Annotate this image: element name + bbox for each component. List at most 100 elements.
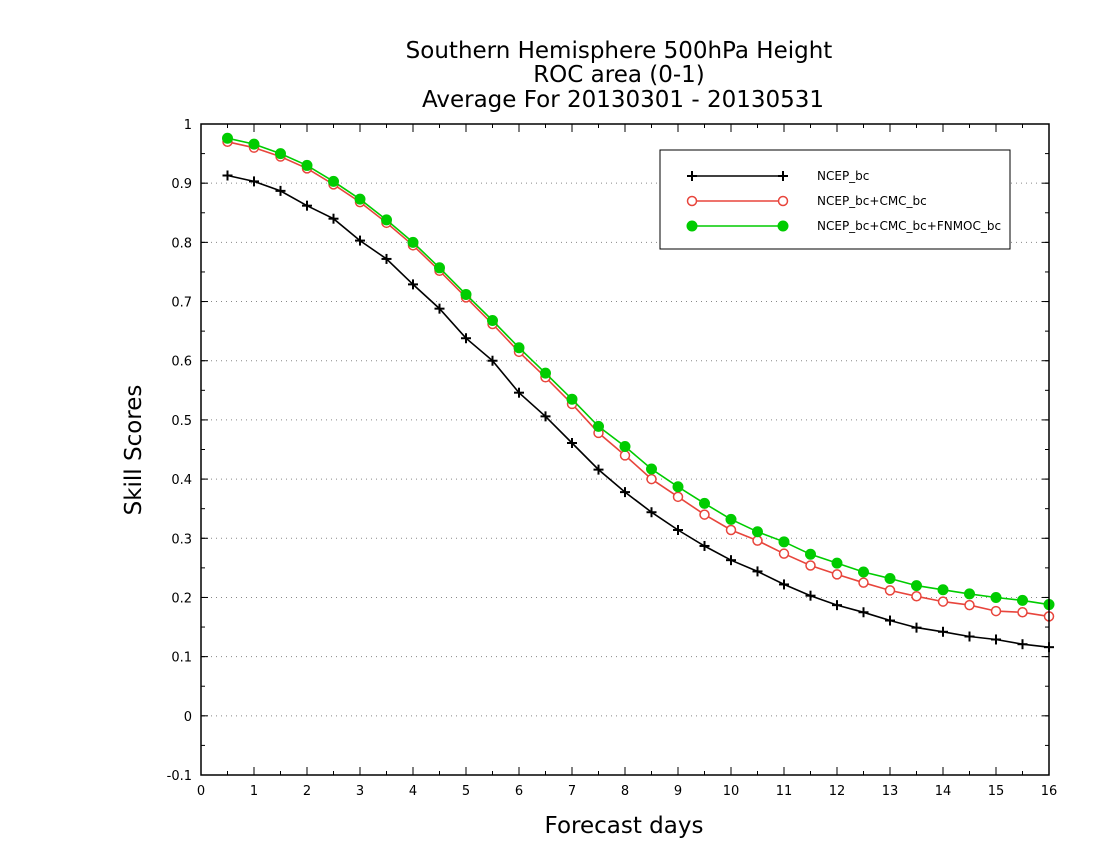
chart-title-line-1: Southern Hemisphere 500hPa Height: [406, 38, 833, 64]
data-point-plus: [779, 579, 789, 590]
data-point-filled-circle: [699, 497, 710, 509]
chart-title-line-3: Average For 20130301 - 20130531: [422, 87, 824, 113]
x-axis-label: Forecast days: [545, 813, 704, 839]
series-line: [227, 174, 1050, 648]
data-point-plus: [567, 437, 577, 448]
x-tick-label: 0: [197, 784, 205, 799]
series-1: [222, 170, 1054, 653]
data-point-plus: [673, 524, 683, 535]
x-tick-label: 11: [776, 784, 793, 799]
series: [222, 132, 1055, 653]
data-point-open-circle: [725, 524, 737, 536]
y-tick-label: 0: [184, 710, 192, 725]
data-point-open-circle: [990, 605, 1002, 617]
legend-entry: NCEP_bc+CMC_bc: [686, 194, 927, 208]
data-point-plus: [699, 540, 710, 551]
data-point-plus: [832, 600, 842, 611]
data-point-open-circle: [752, 535, 763, 546]
data-point-filled-circle: [831, 557, 843, 569]
data-point-filled-circle: [328, 175, 339, 187]
chart-title: Southern Hemisphere 500hPa Height ROC ar…: [406, 38, 833, 113]
data-point-open-circle: [778, 548, 790, 559]
series-3: [222, 132, 1055, 611]
data-point-filled-circle: [275, 148, 286, 160]
y-tick-label: 0.9: [171, 177, 192, 192]
data-point-open-circle: [646, 473, 657, 485]
data-point-plus: [434, 303, 445, 314]
legend-entry: NCEP_bc: [687, 169, 869, 183]
x-tick-label: 8: [621, 784, 629, 799]
x-tick-label: 14: [935, 784, 952, 799]
data-point-plus: [646, 507, 657, 518]
x-tick-label: 13: [882, 784, 899, 799]
y-tick-label: 0.2: [171, 591, 192, 606]
data-point-filled-circle: [778, 536, 790, 548]
legend-box: [659, 149, 1011, 250]
y-tick-label: -0.1: [167, 769, 192, 784]
data-point-filled-circle: [354, 193, 366, 205]
data-point-filled-circle: [911, 580, 922, 592]
x-tick-label: 4: [409, 784, 417, 799]
y-tick-label: 0.5: [171, 414, 192, 429]
x-tick-label: 10: [723, 784, 740, 799]
x-tick-label: 12: [829, 784, 846, 799]
data-point-open-circle: [911, 591, 922, 602]
data-point-filled-circle: [777, 220, 789, 232]
x-tick-label: 2: [303, 784, 311, 799]
data-point-plus: [885, 615, 895, 626]
data-point-filled-circle: [566, 393, 578, 405]
data-point-plus: [911, 622, 922, 633]
y-tick-label: 1: [184, 118, 192, 133]
data-point-filled-circle: [937, 584, 949, 596]
data-point-plus: [858, 607, 869, 618]
axes: -0.100.10.20.30.40.50.60.70.80.910 1 2 3 4 5 6…: [167, 118, 1058, 799]
x-tick-label: 16: [1041, 784, 1058, 799]
data-point-filled-circle: [805, 548, 816, 560]
data-point-filled-circle: [964, 588, 975, 600]
plot-frame: [200, 123, 1050, 776]
x-tick-label: 1: [250, 784, 258, 799]
data-point-filled-circle: [407, 236, 419, 248]
data-point-plus: [408, 279, 418, 290]
legend: NCEP_bc NCEP_bc+CMC_bc NCEP_bc+CMC_bc+FNMO…: [659, 149, 1011, 250]
y-tick-label: 0.6: [171, 355, 192, 370]
y-tick-label: 0.1: [171, 651, 192, 666]
data-point-open-circle: [858, 577, 869, 588]
data-point-plus: [593, 464, 604, 475]
y-axis-label: Skill Scores: [121, 385, 147, 516]
data-point-filled-circle: [1017, 594, 1028, 606]
data-point-filled-circle: [619, 441, 631, 453]
data-point-plus: [938, 626, 948, 637]
data-point-plus: [302, 200, 312, 211]
data-point-filled-circle: [540, 367, 551, 379]
data-point-open-circle: [884, 585, 896, 596]
data-point-filled-circle: [222, 132, 233, 144]
data-point-open-circle: [686, 195, 698, 207]
data-point-filled-circle: [686, 220, 698, 232]
x-tick-label: 6: [515, 784, 523, 799]
x-tick-label: 7: [568, 784, 576, 799]
y-tick-label: 0.7: [171, 296, 192, 311]
data-point-filled-circle: [381, 214, 392, 226]
data-point-plus: [222, 170, 233, 181]
data-point-open-circle: [1017, 607, 1028, 618]
data-point-filled-circle: [725, 513, 737, 525]
data-point-plus: [487, 355, 498, 366]
data-point-filled-circle: [301, 159, 313, 171]
data-point-plus: [752, 566, 763, 577]
data-point-filled-circle: [858, 566, 869, 578]
data-point-filled-circle: [646, 463, 657, 475]
chart-title-line-2: ROC area (0-1): [533, 62, 705, 88]
data-point-plus: [249, 176, 259, 187]
data-point-filled-circle: [434, 262, 445, 274]
y-tick-label: 0.4: [171, 473, 192, 488]
data-point-filled-circle: [248, 138, 260, 150]
legend-label: NCEP_bc+CMC_bc+FNMOC_bc: [817, 219, 1001, 233]
data-point-open-circle: [831, 569, 843, 580]
x-tick-label: 9: [674, 784, 682, 799]
data-point-filled-circle: [460, 288, 472, 300]
data-point-plus: [964, 631, 975, 642]
data-point-open-circle: [777, 195, 789, 207]
x-tick-label: 5: [462, 784, 470, 799]
